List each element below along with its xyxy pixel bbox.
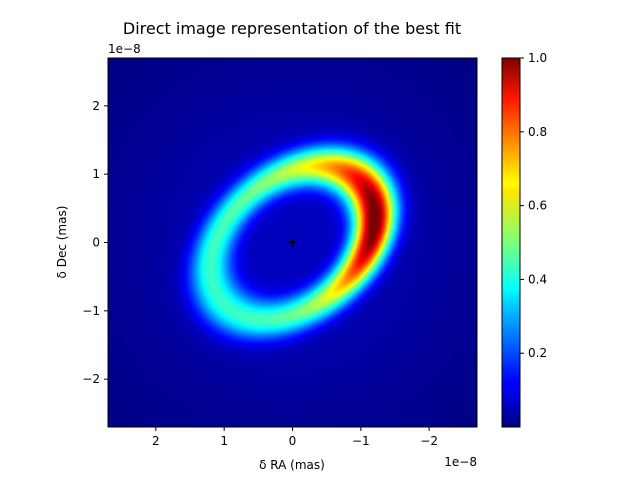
y-axis-label: δ Dec (mas) [55,206,69,279]
y-tick-label: 2 [92,99,100,113]
chart-title: Direct image representation of the best … [123,19,461,38]
x-tick-label: 0 [289,434,297,448]
colorbar-tick-label: 0.6 [528,199,547,213]
colorbar-tick-label: 0.2 [528,346,547,360]
colorbar-tick-label: 1.0 [528,51,547,65]
colorbar [501,57,521,428]
x-axis-label: δ RA (mas) [259,458,325,472]
center-marker [288,238,297,247]
colorbar-ticks: 0.2 0.4 0.6 0.8 1.0 [520,51,547,360]
y-axis-ticks: 2 1 0 −1 −2 [82,99,108,386]
x-axis-ticks: 2 1 0 −1 −2 [152,427,438,448]
y-offset-label: 1e−8 [108,42,141,56]
y-tick-label: 0 [92,236,100,250]
colorbar-tick-label: 0.8 [528,125,547,139]
x-tick-label: 2 [152,434,160,448]
y-tick-label: 1 [92,167,100,181]
x-tick-label: 1 [220,434,228,448]
y-tick-label: −1 [82,304,100,318]
y-tick-label: −2 [82,372,100,386]
colorbar-tick-label: 0.4 [528,272,547,286]
x-offset-label: 1e−8 [444,455,477,469]
x-tick-label: −1 [352,434,370,448]
x-tick-label: −2 [420,434,438,448]
